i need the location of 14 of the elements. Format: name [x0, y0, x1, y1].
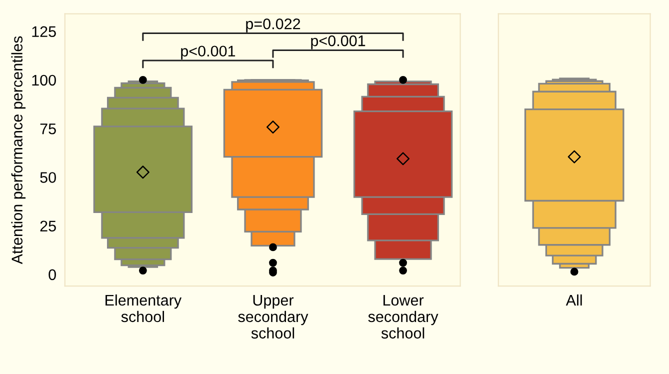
x-tick-label: All [566, 294, 582, 306]
annotation: p<0.001 [181, 46, 236, 60]
y-tick-label: 100 [32, 74, 56, 86]
x-tick-label: Elementary school [106, 294, 182, 322]
y-tick-label: 0 [48, 269, 56, 280]
x-tick-label: Lower secondary school [368, 295, 438, 339]
y-tick-label: 25 [40, 220, 56, 232]
x-tick-label: Upper secondary school [238, 295, 308, 339]
y-axis-title: Attention performance percentiles [11, 36, 26, 264]
y-tick-label: 125 [32, 26, 56, 38]
annotation: p<0.001 [311, 35, 366, 50]
y-tick-label: 50 [40, 172, 56, 183]
y-tick-label: 75 [40, 124, 56, 134]
annotation: p=0.022 [246, 18, 300, 32]
